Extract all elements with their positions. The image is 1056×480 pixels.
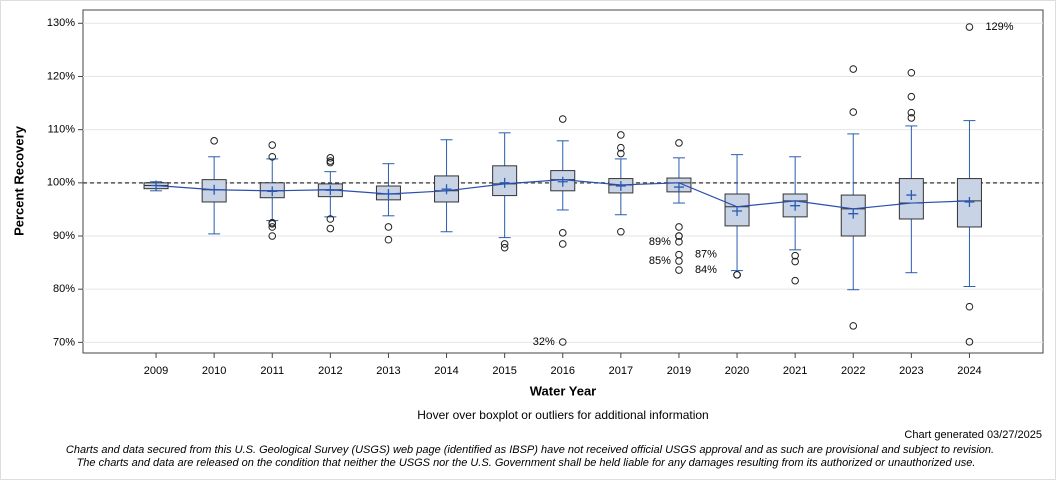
outlier (617, 227, 625, 236)
x-tick-label: 2009 (144, 365, 168, 377)
y-tick-label: 100% (47, 177, 75, 189)
disclaimer: The charts and data are released on the … (77, 457, 976, 469)
x-tick-label: 2023 (899, 365, 923, 377)
outlier (384, 223, 393, 231)
outlier (558, 338, 567, 346)
outlier (907, 114, 916, 122)
x-tick-label: 2015 (492, 365, 516, 377)
mean-marker (615, 181, 626, 192)
x-tick-label: 2016 (551, 365, 575, 377)
outlier (558, 240, 567, 248)
median-line (156, 179, 970, 210)
mean-marker (906, 190, 917, 201)
outlier (675, 266, 683, 274)
outlier-label: 85% (649, 255, 671, 267)
x-tick-label: 2021 (783, 365, 807, 377)
mean-marker (848, 208, 859, 219)
outlier (965, 302, 974, 311)
outlier-label: 89% (649, 236, 671, 248)
outlier (791, 276, 799, 285)
x-tick-label: 2014 (434, 365, 458, 377)
y-tick-label: 120% (47, 70, 75, 82)
outlier (849, 108, 858, 116)
outlier (675, 232, 683, 240)
outlier (558, 115, 567, 123)
hover-note: Hover over boxplot or outliers for addit… (417, 408, 708, 422)
outlier (617, 131, 625, 139)
outlier (675, 238, 683, 246)
x-tick-label: 2017 (609, 365, 633, 377)
outlier-label: 32% (533, 336, 555, 348)
outlier (326, 224, 335, 233)
outlier (965, 338, 974, 346)
outlier (500, 243, 509, 252)
outlier (268, 223, 277, 231)
outlier (849, 322, 858, 330)
outlier (791, 257, 799, 266)
y-tick-label: 130% (47, 17, 75, 29)
outlier (268, 232, 277, 240)
outlier (384, 235, 393, 244)
outlier (675, 223, 683, 231)
outlier (268, 219, 277, 228)
outlier-label: 87% (695, 249, 717, 261)
outlier (849, 65, 858, 73)
x-tick-label: 2011 (260, 365, 284, 377)
y-tick-label: 70% (53, 336, 75, 348)
x-tick-label: 2010 (202, 365, 226, 377)
outlier-label: 129% (985, 21, 1013, 33)
outlier (965, 23, 974, 31)
outlier (617, 143, 625, 152)
y-axis-title: Percent Recovery (11, 125, 26, 236)
mean-marker (557, 176, 568, 187)
outlier (500, 240, 509, 248)
outlier (675, 257, 683, 265)
x-axis-title: Water Year (530, 383, 597, 398)
outlier (617, 149, 625, 158)
mean-marker (732, 206, 743, 217)
outlier (907, 68, 916, 77)
mean-marker (499, 177, 510, 188)
outlier (326, 215, 335, 223)
x-tick-label: 2019 (667, 365, 691, 377)
outlier (326, 158, 335, 167)
outlier (907, 108, 916, 117)
x-tick-label: 2013 (376, 365, 400, 377)
outlier (675, 139, 683, 147)
outlier (558, 229, 567, 237)
outlier-label: 84% (695, 264, 717, 276)
generated-note: Chart generated 03/27/2025 (904, 429, 1042, 441)
x-tick-label: 2012 (318, 365, 342, 377)
disclaimer: Charts and data secured from this U.S. G… (66, 444, 994, 456)
y-tick-label: 110% (48, 124, 76, 136)
y-tick-label: 80% (53, 283, 75, 295)
x-tick-label: 2020 (725, 365, 749, 377)
outlier (268, 152, 277, 161)
x-tick-label: 2022 (841, 365, 865, 377)
mean-marker (673, 182, 684, 193)
outlier (907, 92, 916, 101)
y-tick-label: 90% (53, 230, 75, 242)
mean-marker (441, 184, 452, 195)
outlier (268, 141, 277, 149)
outlier (791, 251, 799, 260)
outlier (210, 137, 218, 145)
outlier (733, 271, 741, 279)
outlier (326, 154, 335, 162)
x-tick-label: 2024 (957, 365, 981, 377)
mean-marker (964, 196, 975, 207)
mean-marker (790, 200, 801, 211)
